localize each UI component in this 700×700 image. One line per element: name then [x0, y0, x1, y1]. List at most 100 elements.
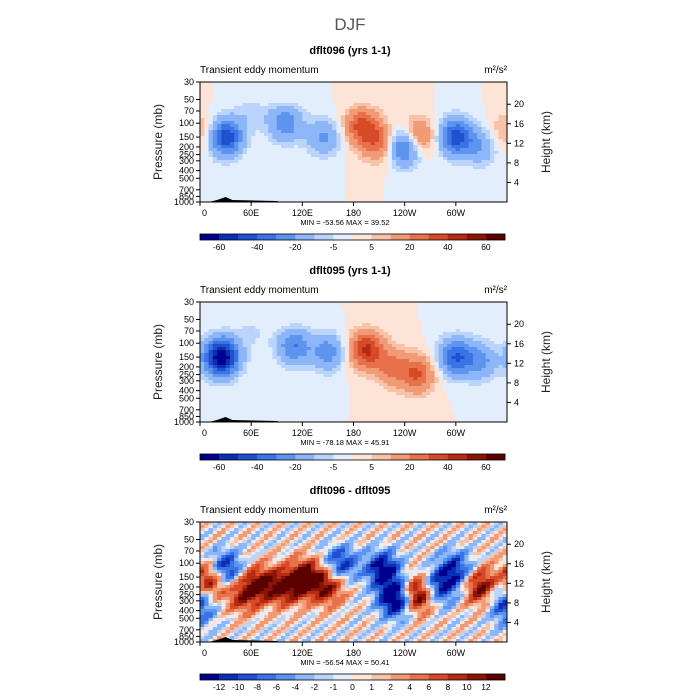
heatmap-cell — [217, 308, 222, 312]
heatmap-cell — [336, 184, 342, 188]
heatmap-cell — [438, 115, 444, 119]
heatmap-cell — [425, 320, 431, 324]
heatmap-cell — [447, 383, 452, 387]
heatmap-cell — [460, 94, 465, 98]
heatmap-cell — [289, 359, 295, 363]
heatmap-cell — [400, 308, 406, 312]
heatmap-cell — [387, 181, 393, 185]
heatmap-cell — [251, 193, 256, 197]
heatmap-cell — [229, 344, 235, 348]
heatmap-cell — [447, 112, 452, 116]
heatmap-cell — [212, 386, 218, 390]
heatmap-cell — [455, 100, 461, 104]
heatmap-cell — [234, 163, 239, 167]
heatmap-cell — [417, 332, 423, 336]
heatmap-cell — [417, 157, 423, 161]
heatmap-cell — [498, 91, 504, 95]
heatmap-cell — [489, 85, 495, 89]
heatmap-cell — [285, 157, 290, 161]
heatmap-cell — [200, 386, 205, 390]
heatmap-cell — [327, 317, 333, 321]
heatmap-cell — [468, 305, 474, 309]
heatmap-cell — [417, 175, 423, 179]
heatmap-cell — [315, 193, 320, 197]
heatmap-cell — [251, 88, 256, 92]
heatmap-cell — [238, 178, 244, 182]
heatmap-cell — [400, 187, 406, 191]
heatmap-cell — [208, 338, 214, 342]
heatmap-cell — [387, 341, 393, 345]
heatmap-cell — [430, 172, 435, 176]
heatmap-cell — [238, 374, 244, 378]
heatmap-cell — [310, 302, 316, 306]
heatmap-cell — [472, 133, 478, 137]
heatmap-cell — [200, 145, 205, 149]
heatmap-cell — [323, 184, 329, 188]
heatmap-cell — [396, 157, 401, 161]
heatmap-cell — [298, 145, 303, 149]
heatmap-cell — [276, 115, 282, 119]
heatmap-cell — [464, 347, 470, 351]
heatmap-cell — [425, 88, 431, 92]
heatmap-cell — [285, 302, 290, 306]
heatmap-cell — [263, 184, 269, 188]
heatmap-cell — [268, 329, 273, 333]
heatmap-cell — [489, 374, 495, 378]
heatmap-cell — [447, 127, 452, 131]
heatmap-cell — [349, 124, 354, 128]
heatmap-cell — [217, 166, 222, 170]
heatmap-cell — [451, 305, 457, 309]
heatmap-cell — [221, 329, 226, 333]
heatmap-cell — [212, 118, 218, 122]
heatmap-cell — [451, 332, 457, 336]
heatmap-cell — [357, 121, 363, 125]
heatmap-cell — [460, 160, 465, 164]
heatmap-cell — [489, 323, 495, 327]
heatmap-cell — [391, 175, 397, 179]
heatmap-cell — [434, 154, 440, 158]
heatmap-cell — [251, 184, 256, 188]
heatmap-cell — [443, 320, 448, 324]
heatmap-cell — [323, 365, 329, 369]
heatmap-cell — [293, 199, 299, 203]
heatmap-cell — [251, 82, 256, 86]
heatmap-cell — [221, 380, 226, 384]
heatmap-cell — [434, 356, 440, 360]
heatmap-cell — [468, 320, 474, 324]
heatmap-cell — [332, 142, 337, 146]
heatmap-cell — [468, 121, 474, 125]
heatmap-cell — [430, 154, 435, 158]
heatmap-cell — [349, 320, 354, 324]
heatmap-cell — [272, 157, 278, 161]
heatmap-cell — [268, 145, 273, 149]
heatmap-cell — [472, 88, 478, 92]
heatmap-cell — [404, 308, 410, 312]
heatmap-cell — [485, 326, 491, 330]
heatmap-cell — [251, 91, 256, 95]
heatmap-cell — [259, 338, 265, 342]
heatmap-cell — [332, 127, 337, 131]
heatmap-cell — [455, 317, 461, 321]
heatmap-cell — [404, 332, 410, 336]
heatmap-cell — [379, 103, 384, 107]
heatmap-cell — [374, 157, 380, 161]
heatmap-cell — [464, 311, 470, 315]
heatmap-cell — [259, 335, 265, 339]
heatmap-cell — [285, 169, 290, 173]
heatmap-cell — [293, 151, 299, 155]
heatmap-cell — [293, 344, 299, 348]
heatmap-cell — [221, 347, 226, 351]
heatmap-cell — [383, 91, 389, 95]
heatmap-cell — [332, 362, 337, 366]
heatmap-cell — [379, 362, 384, 366]
y-tick-label: 700 — [179, 185, 194, 195]
heatmap-cell — [451, 151, 457, 155]
heatmap-cell — [263, 160, 269, 164]
heatmap-cell — [344, 359, 350, 363]
heatmap-cell — [353, 317, 359, 321]
heatmap-cell — [387, 103, 393, 107]
heatmap-cell — [498, 130, 504, 134]
heatmap-cell — [221, 383, 226, 387]
heatmap-cell — [204, 374, 209, 378]
heatmap-cell — [374, 314, 380, 318]
